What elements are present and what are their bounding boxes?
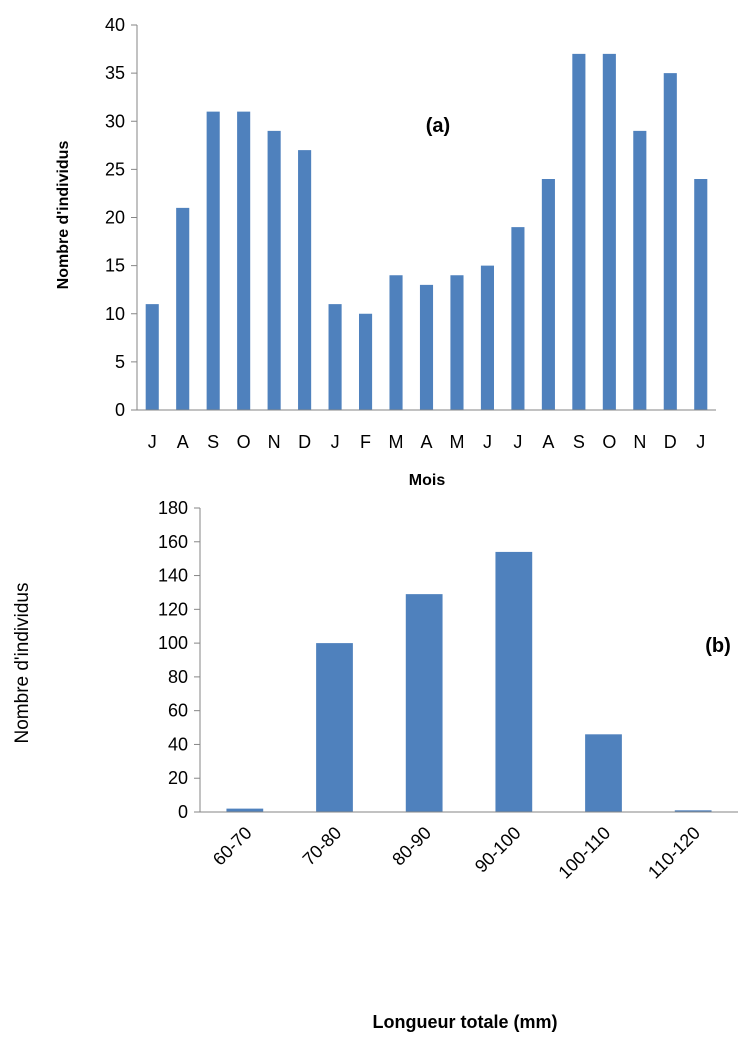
y-tick-label: 0 bbox=[178, 802, 188, 822]
chart-b: 0 20 40 60 80 100 120 140 160 180 60-70 70-80 80-90… bbox=[12, 498, 738, 1032]
chart-a-y-axis-title: Nombre d'individus bbox=[55, 141, 72, 290]
x-tick-label: O bbox=[237, 432, 251, 452]
x-tick-label: J bbox=[513, 432, 522, 452]
x-tick-label: 90-100 bbox=[471, 823, 525, 877]
y-tick-label: 25 bbox=[105, 159, 125, 179]
bar bbox=[206, 111, 220, 410]
bar bbox=[674, 810, 712, 812]
y-tick-label: 120 bbox=[158, 599, 188, 619]
bar bbox=[419, 284, 434, 410]
bar bbox=[572, 53, 586, 410]
x-tick-label: J bbox=[696, 432, 705, 452]
bar bbox=[145, 304, 159, 410]
chart-a-x-axis-title: Mois bbox=[409, 472, 446, 489]
y-tick-label: 10 bbox=[105, 304, 125, 324]
y-tick-label: 0 bbox=[115, 400, 125, 420]
chart-a-bars bbox=[145, 53, 708, 410]
y-tick-label: 160 bbox=[158, 532, 188, 552]
x-tick-label: 80-90 bbox=[388, 823, 435, 870]
bar bbox=[694, 179, 708, 410]
x-tick-label: A bbox=[420, 432, 432, 452]
bar bbox=[237, 111, 251, 410]
y-tick-label: 5 bbox=[115, 352, 125, 372]
chart-b-bars bbox=[226, 551, 712, 812]
x-tick-label: O bbox=[602, 432, 616, 452]
y-tick-label: 100 bbox=[158, 633, 188, 653]
x-tick-label: A bbox=[542, 432, 554, 452]
y-tick-label: 60 bbox=[168, 701, 188, 721]
bar bbox=[405, 594, 443, 812]
bar bbox=[226, 808, 264, 812]
chart-a-y-ticks: 0 5 10 15 20 25 30 35 40 bbox=[105, 15, 137, 420]
y-tick-label: 20 bbox=[168, 768, 188, 788]
y-tick-label: 30 bbox=[105, 111, 125, 131]
y-tick-label: 140 bbox=[158, 566, 188, 586]
x-tick-label: J bbox=[331, 432, 340, 452]
x-tick-label: 100-110 bbox=[554, 823, 614, 883]
x-tick-label: A bbox=[177, 432, 189, 452]
x-tick-label: N bbox=[268, 432, 281, 452]
bar bbox=[298, 150, 312, 410]
x-tick-label: 110-120 bbox=[644, 823, 704, 883]
bar bbox=[450, 275, 464, 410]
x-tick-label: D bbox=[664, 432, 677, 452]
x-tick-label: 60-70 bbox=[209, 823, 256, 870]
bar bbox=[480, 265, 494, 410]
bar bbox=[267, 130, 281, 410]
bar bbox=[663, 73, 677, 410]
chart-b-x-ticks: 60-70 70-80 80-90 90-100 100-110 110-120 bbox=[209, 823, 704, 883]
y-tick-label: 40 bbox=[105, 15, 125, 35]
bar bbox=[541, 179, 555, 410]
bar bbox=[511, 227, 525, 410]
bar bbox=[495, 551, 533, 812]
bar bbox=[389, 275, 403, 410]
y-tick-label: 80 bbox=[168, 667, 188, 687]
x-tick-label: M bbox=[449, 432, 464, 452]
bar bbox=[316, 643, 353, 812]
bar bbox=[328, 304, 342, 410]
x-tick-label: J bbox=[483, 432, 492, 452]
y-tick-label: 40 bbox=[168, 734, 188, 754]
bar bbox=[585, 734, 622, 812]
x-tick-label: J bbox=[148, 432, 157, 452]
x-tick-label: S bbox=[207, 432, 219, 452]
bar bbox=[176, 207, 190, 410]
y-tick-label: 15 bbox=[105, 256, 125, 276]
bar bbox=[359, 313, 373, 410]
x-tick-label: D bbox=[298, 432, 311, 452]
bar bbox=[602, 53, 616, 410]
bar bbox=[633, 130, 647, 410]
x-tick-label: 70-80 bbox=[299, 823, 346, 870]
x-tick-label: F bbox=[360, 432, 371, 452]
chart-b-y-axis-title: Nombre d'individus bbox=[12, 583, 33, 744]
y-tick-label: 180 bbox=[158, 498, 188, 518]
y-tick-label: 20 bbox=[105, 208, 125, 228]
chart-b-y-ticks: 0 20 40 60 80 100 120 140 160 180 bbox=[158, 498, 200, 822]
x-tick-label: M bbox=[389, 432, 404, 452]
y-tick-label: 35 bbox=[105, 63, 125, 83]
chart-b-panel-label: (b) bbox=[705, 635, 731, 657]
chart-b-x-axis-title: Longueur totale (mm) bbox=[373, 1012, 558, 1032]
x-tick-label: N bbox=[633, 432, 646, 452]
chart-a-panel-label: (a) bbox=[426, 115, 450, 137]
x-tick-label: S bbox=[573, 432, 585, 452]
